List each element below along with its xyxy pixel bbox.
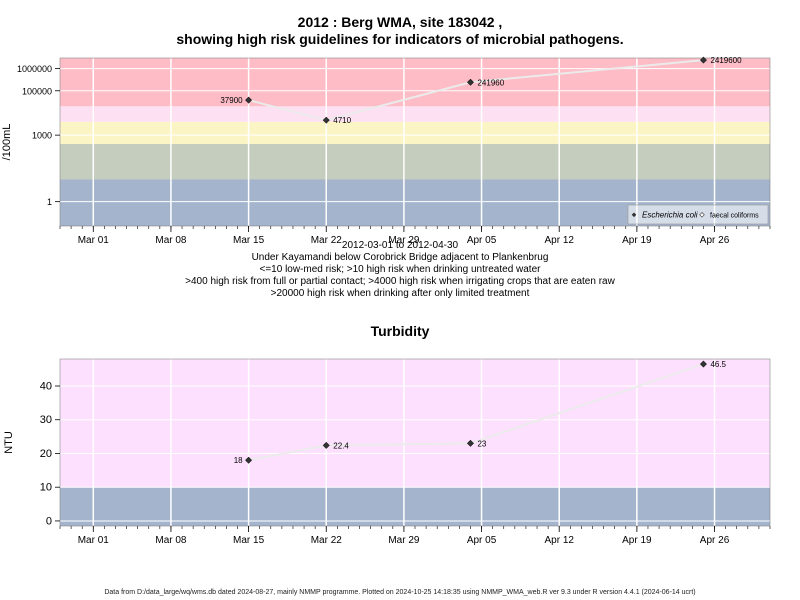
y-tick-label: 1000000 (17, 64, 52, 74)
chart1-note-risk3: >20000 high risk when drinking after onl… (270, 288, 530, 299)
y-tick-label: 30 (40, 414, 52, 426)
data-label: 18 (234, 456, 243, 465)
x-tick-label: Mar 15 (233, 535, 265, 546)
data-point (322, 116, 330, 124)
data-point (466, 78, 475, 86)
y-tick-label: 20 (40, 448, 52, 460)
x-tick-label: Apr 19 (622, 535, 652, 546)
data-label: 46.5 (710, 360, 726, 369)
x-tick-label: Mar 22 (311, 235, 343, 246)
x-tick-label: Mar 01 (78, 535, 110, 546)
data-label: 37900 (220, 96, 243, 105)
x-tick-label: Apr 05 (467, 235, 497, 246)
footer-note: Data from D:/data_large/wq/wms.db dated … (104, 589, 696, 596)
data-point (245, 456, 253, 464)
turbidity-chart: Mar 01 Mar 08 Mar 15 Mar 22 Mar 29 Apr 05 Apr … (3, 358, 771, 546)
risk-band-0 (60, 487, 770, 526)
data-label: 22.4 (333, 441, 349, 450)
y-tick-label: 1 (47, 197, 52, 207)
x-tick-label: Apr 05 (467, 535, 497, 546)
x-tick-label: Apr 12 (544, 235, 574, 246)
legend-marker-faecal (699, 212, 705, 218)
legend-label-faecal: faecal coliforms (710, 213, 759, 220)
x-tick-label: Apr 12 (544, 535, 574, 546)
series-line (248, 363, 704, 462)
y-axis-label: NTU (3, 431, 15, 454)
data-point (322, 441, 330, 449)
risk-band-4 (60, 58, 770, 107)
legend-box (627, 204, 769, 225)
data-point (466, 439, 475, 447)
data-label: 4710 (333, 116, 351, 125)
x-tick-label: Mar 01 (78, 235, 110, 246)
data-point (699, 360, 707, 368)
x-tick-label: Mar 08 (155, 235, 187, 246)
chart2-title: Turbidity (370, 323, 430, 339)
legend-label-ecoli: Escherichia coli (642, 211, 698, 220)
x-tick-label: Apr 26 (700, 535, 730, 546)
risk-band-3 (60, 106, 770, 122)
risk-band-1 (60, 359, 770, 488)
y-axis-label: /100mL (1, 124, 13, 161)
x-tick-label: Mar 29 (388, 535, 420, 546)
chart1-note-risk1: <=10 low-med risk; >10 high risk when dr… (259, 264, 541, 275)
y-tick-label: 40 (40, 380, 52, 392)
risk-band-2 (60, 121, 770, 144)
x-tick-label: Mar 08 (155, 535, 187, 546)
x-tick-label: Apr 26 (700, 235, 730, 246)
legend-marker-ecoli (631, 212, 637, 218)
chart1-note-site: Under Kayamandi below Corobrick Bridge a… (251, 252, 549, 263)
y-tick-label: 1000 (32, 131, 52, 141)
data-label: 2419600 (710, 56, 742, 65)
x-tick-label: Mar 22 (311, 535, 343, 546)
x-tick-label: Mar 29 (388, 235, 420, 246)
data-label: 241960 (477, 78, 504, 87)
series-line (248, 59, 704, 122)
data-point (699, 56, 707, 64)
microbial-chart: Mar 01 Mar 08 Mar 15 Mar 22 Mar 29 Apr 05 Apr … (1, 56, 771, 246)
x-tick-label: Mar 15 (233, 235, 265, 246)
chart1-title-line2: showing high risk guidelines for indicat… (176, 31, 624, 47)
y-tick-label: 10 (40, 482, 52, 494)
chart1-note-risk2: >400 high risk from full or partial cont… (185, 276, 615, 287)
chart1-note-daterange: 2012-03-01 to 2012-04-30 (341, 240, 459, 251)
y-tick-label: 100000 (22, 86, 52, 96)
y-tick-label: 0 (46, 515, 52, 527)
x-tick-label: Apr 19 (622, 235, 652, 246)
risk-band-1 (60, 143, 770, 180)
data-label: 23 (477, 439, 486, 448)
chart1-title-line1: 2012 : Berg WMA, site 183042 , (297, 14, 503, 30)
data-point (245, 96, 253, 104)
